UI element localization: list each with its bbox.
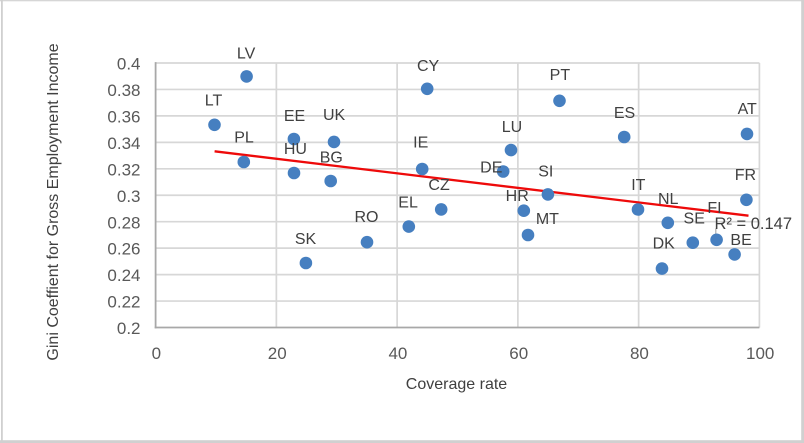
svg-text:EE: EE	[284, 108, 305, 125]
svg-text:UK: UK	[323, 107, 346, 124]
svg-text:100: 100	[746, 344, 774, 363]
svg-text:HU: HU	[284, 141, 307, 158]
svg-text:Coverage rate: Coverage rate	[406, 376, 507, 393]
svg-text:DK: DK	[653, 235, 676, 252]
svg-text:ES: ES	[614, 105, 635, 122]
svg-text:20: 20	[268, 344, 287, 363]
svg-text:SE: SE	[684, 210, 705, 227]
svg-text:CZ: CZ	[428, 177, 450, 194]
svg-text:0.26: 0.26	[107, 240, 140, 259]
svg-text:PT: PT	[550, 67, 571, 84]
svg-text:CY: CY	[417, 58, 440, 75]
svg-text:FR: FR	[735, 167, 756, 184]
svg-text:0.38: 0.38	[107, 81, 140, 100]
svg-text:AT: AT	[738, 101, 757, 118]
svg-text:0.3: 0.3	[117, 187, 141, 206]
svg-text:0.22: 0.22	[107, 293, 140, 312]
svg-text:0.28: 0.28	[107, 213, 140, 232]
svg-text:0.4: 0.4	[117, 55, 141, 74]
svg-text:EL: EL	[398, 195, 418, 212]
svg-text:NL: NL	[658, 191, 679, 208]
svg-text:60: 60	[509, 344, 528, 363]
svg-text:0.32: 0.32	[107, 160, 140, 179]
svg-text:0.24: 0.24	[107, 266, 140, 285]
svg-text:BG: BG	[320, 149, 343, 166]
svg-text:0.36: 0.36	[107, 108, 140, 127]
svg-text:Gini Coeffient for Gross Emplo: Gini Coeffient for Gross Employment Inco…	[45, 43, 62, 360]
svg-text:R² = 0.147: R² = 0.147	[715, 215, 793, 233]
svg-text:40: 40	[388, 344, 407, 363]
svg-text:LV: LV	[237, 45, 256, 62]
svg-text:SK: SK	[295, 231, 317, 248]
svg-text:LT: LT	[205, 93, 223, 110]
svg-text:RO: RO	[355, 209, 379, 226]
svg-text:BE: BE	[730, 232, 751, 249]
svg-text:LU: LU	[502, 119, 522, 136]
svg-text:SI: SI	[538, 163, 553, 180]
svg-text:0.2: 0.2	[117, 319, 141, 338]
svg-text:IT: IT	[631, 177, 645, 194]
svg-text:MT: MT	[536, 211, 559, 228]
svg-text:80: 80	[630, 344, 649, 363]
svg-text:0: 0	[152, 344, 161, 363]
svg-text:PL: PL	[234, 129, 254, 146]
svg-text:DE: DE	[480, 160, 502, 177]
svg-text:0.34: 0.34	[107, 134, 140, 153]
svg-text:IE: IE	[413, 135, 428, 152]
svg-text:HR: HR	[506, 188, 529, 205]
svg-text:FI: FI	[707, 200, 721, 217]
